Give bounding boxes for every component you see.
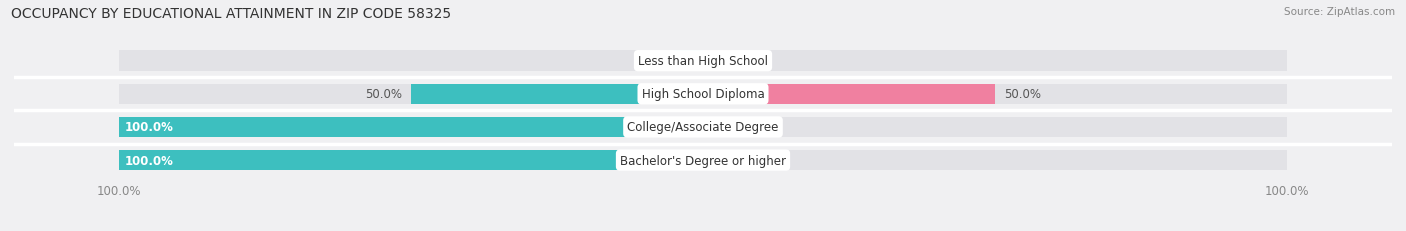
Text: Bachelor's Degree or higher: Bachelor's Degree or higher bbox=[620, 154, 786, 167]
Bar bbox=[120, 150, 703, 171]
Bar bbox=[703, 150, 733, 171]
Text: 0.0%: 0.0% bbox=[636, 55, 665, 68]
Bar bbox=[120, 51, 1286, 72]
Bar bbox=[120, 150, 1286, 171]
Text: College/Associate Degree: College/Associate Degree bbox=[627, 121, 779, 134]
Text: 0.0%: 0.0% bbox=[741, 154, 770, 167]
Text: 50.0%: 50.0% bbox=[1004, 88, 1040, 101]
Bar bbox=[703, 117, 733, 138]
Text: OCCUPANCY BY EDUCATIONAL ATTAINMENT IN ZIP CODE 58325: OCCUPANCY BY EDUCATIONAL ATTAINMENT IN Z… bbox=[11, 7, 451, 21]
Text: 0.0%: 0.0% bbox=[741, 121, 770, 134]
Bar bbox=[673, 51, 703, 72]
Text: Source: ZipAtlas.com: Source: ZipAtlas.com bbox=[1284, 7, 1395, 17]
Text: 0.0%: 0.0% bbox=[741, 55, 770, 68]
Text: 100.0%: 100.0% bbox=[125, 121, 174, 134]
Bar bbox=[411, 84, 703, 105]
Bar bbox=[120, 117, 1286, 138]
Bar bbox=[703, 51, 733, 72]
Text: 100.0%: 100.0% bbox=[125, 154, 174, 167]
Text: High School Diploma: High School Diploma bbox=[641, 88, 765, 101]
Text: 50.0%: 50.0% bbox=[366, 88, 402, 101]
Bar bbox=[120, 84, 1286, 105]
Text: Less than High School: Less than High School bbox=[638, 55, 768, 68]
Bar bbox=[120, 117, 703, 138]
Bar bbox=[703, 84, 995, 105]
